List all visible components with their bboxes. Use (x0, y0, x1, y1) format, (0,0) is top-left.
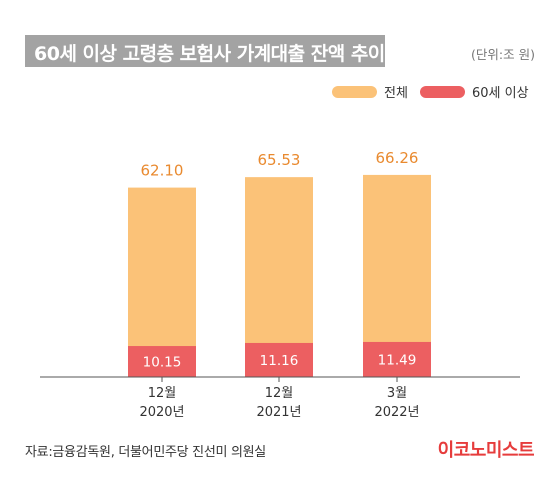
bar-total-0 (128, 187, 196, 377)
legend-label-total: 전체 (384, 86, 408, 101)
legend-label-senior: 60세 이상 (472, 86, 529, 101)
x-tick-label-2-year: 2022년 (374, 405, 419, 420)
legend-swatch-senior (420, 86, 465, 98)
legend-item-senior: 60세 이상 (420, 82, 529, 101)
unit-label: (단위:조 원) (471, 47, 535, 62)
x-tick-label-0-month: 12월 (148, 386, 177, 401)
bar-senior-1 (245, 342, 313, 377)
title-bar (25, 35, 385, 67)
value-label-senior-0: 10.15 (143, 355, 182, 371)
value-label-senior-2: 11.49 (378, 352, 417, 368)
x-tick-label-1-month: 12월 (265, 386, 294, 401)
value-label-total-1: 65.53 (258, 151, 301, 169)
source-note: 자료:금융감독원, 더불어민주당 진선미 의원실 (25, 445, 266, 460)
bar-senior-2 (363, 341, 431, 377)
value-label-senior-1: 11.16 (260, 353, 299, 369)
x-tick-label-1-year: 2021년 (256, 405, 301, 420)
publisher-logo: 이코노미스트 (437, 440, 535, 461)
value-label-total-0: 62.10 (141, 162, 184, 180)
x-tick-label-0-year: 2020년 (139, 405, 184, 420)
value-label-total-2: 66.26 (376, 149, 419, 167)
x-tick-label-2-month: 3월 (387, 386, 407, 401)
legend-swatch-total (332, 86, 377, 98)
bar-senior-0 (128, 346, 196, 377)
legend-item-total: 전체 (332, 82, 408, 101)
chart-title: 60세 이상 고령층 보험사 가계대출 잔액 추이 (34, 43, 385, 65)
